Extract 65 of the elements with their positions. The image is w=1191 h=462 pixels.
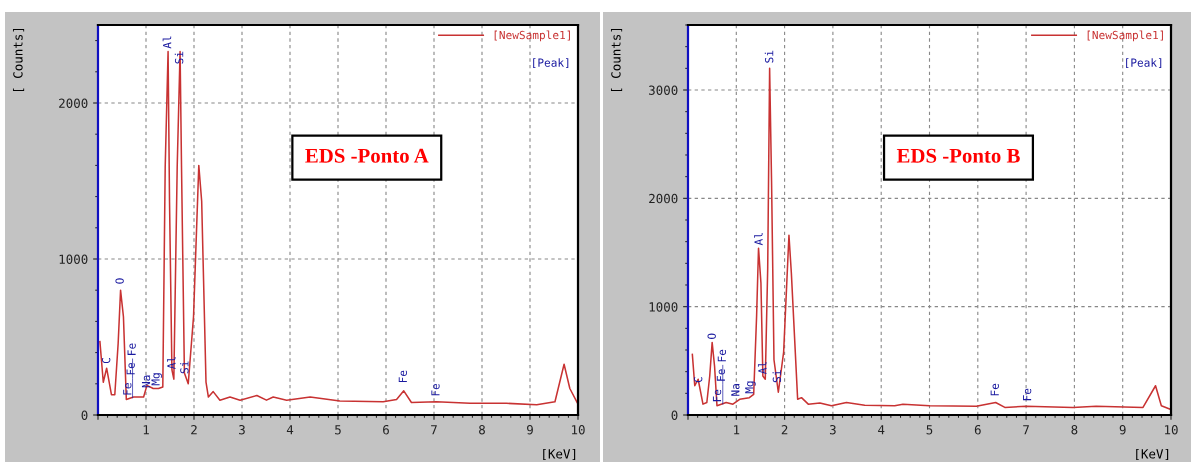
y-tick-label: 3000	[649, 85, 678, 95]
y-tick-label: 2000	[649, 193, 678, 204]
annotation: Mg	[745, 381, 756, 394]
line-series	[691, 67, 1171, 410]
x-tick-label: 7	[1023, 425, 1029, 435]
y-tick-label: 0	[81, 410, 88, 420]
x-tick-label: 5	[926, 425, 933, 435]
annotation: Na	[141, 375, 151, 388]
annotation: Fe	[127, 343, 136, 355]
x-tick-label: 4	[878, 425, 885, 435]
x-tick-label: 2	[781, 425, 788, 435]
x-tick-label: 3	[829, 425, 836, 435]
y-tick-label: 1000	[59, 254, 88, 264]
legend-label: [NewSample1]	[494, 30, 570, 42]
x-tick-label: 4	[286, 425, 294, 435]
x-tick-label: 2	[191, 425, 197, 435]
x-tick-label: 6	[383, 425, 389, 435]
annotation: Fe	[398, 370, 408, 383]
y-axis-title: [ Counts]	[12, 28, 25, 92]
x-tick-label: 9	[1119, 425, 1126, 435]
annotation: Fe	[123, 383, 132, 395]
annotation: Si	[180, 361, 189, 374]
annotation: C	[101, 358, 111, 364]
annotation: Si	[174, 51, 184, 64]
text: EDS -Ponto B	[896, 148, 1020, 163]
x-tick-label: 7	[431, 425, 437, 435]
y-axis-title: [ Counts]	[610, 28, 623, 92]
annotation: Si	[772, 370, 782, 383]
annotation: Fe	[712, 389, 722, 402]
annotation: Na	[731, 384, 740, 396]
x-tick-label: 10	[571, 425, 585, 435]
annotation: Al	[757, 362, 767, 375]
x-tick-label: 5	[335, 425, 341, 435]
x-tick-label: 8	[479, 425, 485, 435]
annotation: Fe	[1023, 388, 1032, 401]
y-tick-label: 0	[671, 410, 678, 420]
annotation: [Peak]	[533, 58, 569, 69]
annotation: Fe	[126, 362, 135, 375]
annotation: C	[693, 377, 703, 383]
x-axis-title: [KeV]	[1136, 448, 1169, 461]
x-tick-label: 1	[734, 425, 740, 435]
annotation: Fe	[717, 349, 727, 362]
annotation: Al	[754, 233, 763, 246]
x-tick-label: 10	[1164, 425, 1178, 435]
x-tick-label: 1	[143, 425, 149, 435]
annotation: Al	[166, 357, 176, 370]
annotation: O	[115, 278, 124, 284]
annotation: [Peak]	[1126, 58, 1162, 69]
y-tick-label: 1000	[649, 302, 678, 312]
x-axis-title: [KeV]	[543, 448, 576, 461]
text: EDS -Ponto A	[305, 148, 429, 163]
annotation: Fe	[431, 383, 440, 396]
annotation: Si	[764, 50, 774, 63]
x-tick-label: 3	[239, 425, 245, 435]
annotation: Fe	[716, 369, 726, 381]
x-tick-label: 6	[974, 425, 981, 435]
line-series	[99, 50, 578, 406]
y-tick-label: 2000	[59, 98, 88, 108]
x-tick-label: 9	[527, 425, 533, 435]
annotation: O	[707, 333, 716, 339]
legend-label: [NewSample1]	[1087, 30, 1163, 42]
annotation: Al	[162, 36, 172, 49]
annotation: Mg	[151, 373, 162, 386]
annotation: Fe	[990, 383, 999, 396]
x-tick-label: 8	[1071, 425, 1078, 435]
